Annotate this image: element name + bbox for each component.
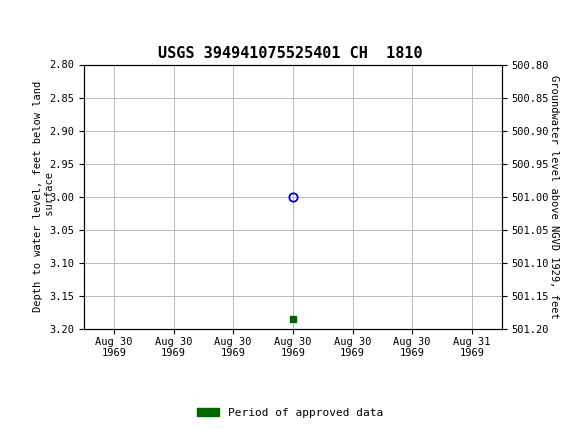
Y-axis label: Depth to water level, feet below land
 surface: Depth to water level, feet below land su…	[33, 81, 55, 312]
Y-axis label: Groundwater level above NGVD 1929, feet: Groundwater level above NGVD 1929, feet	[549, 75, 560, 319]
Legend: Period of approved data: Period of approved data	[193, 403, 387, 422]
Text: USGS 394941075525401 CH  1810: USGS 394941075525401 CH 1810	[158, 46, 422, 61]
Text: ≡USGS: ≡USGS	[6, 13, 82, 32]
